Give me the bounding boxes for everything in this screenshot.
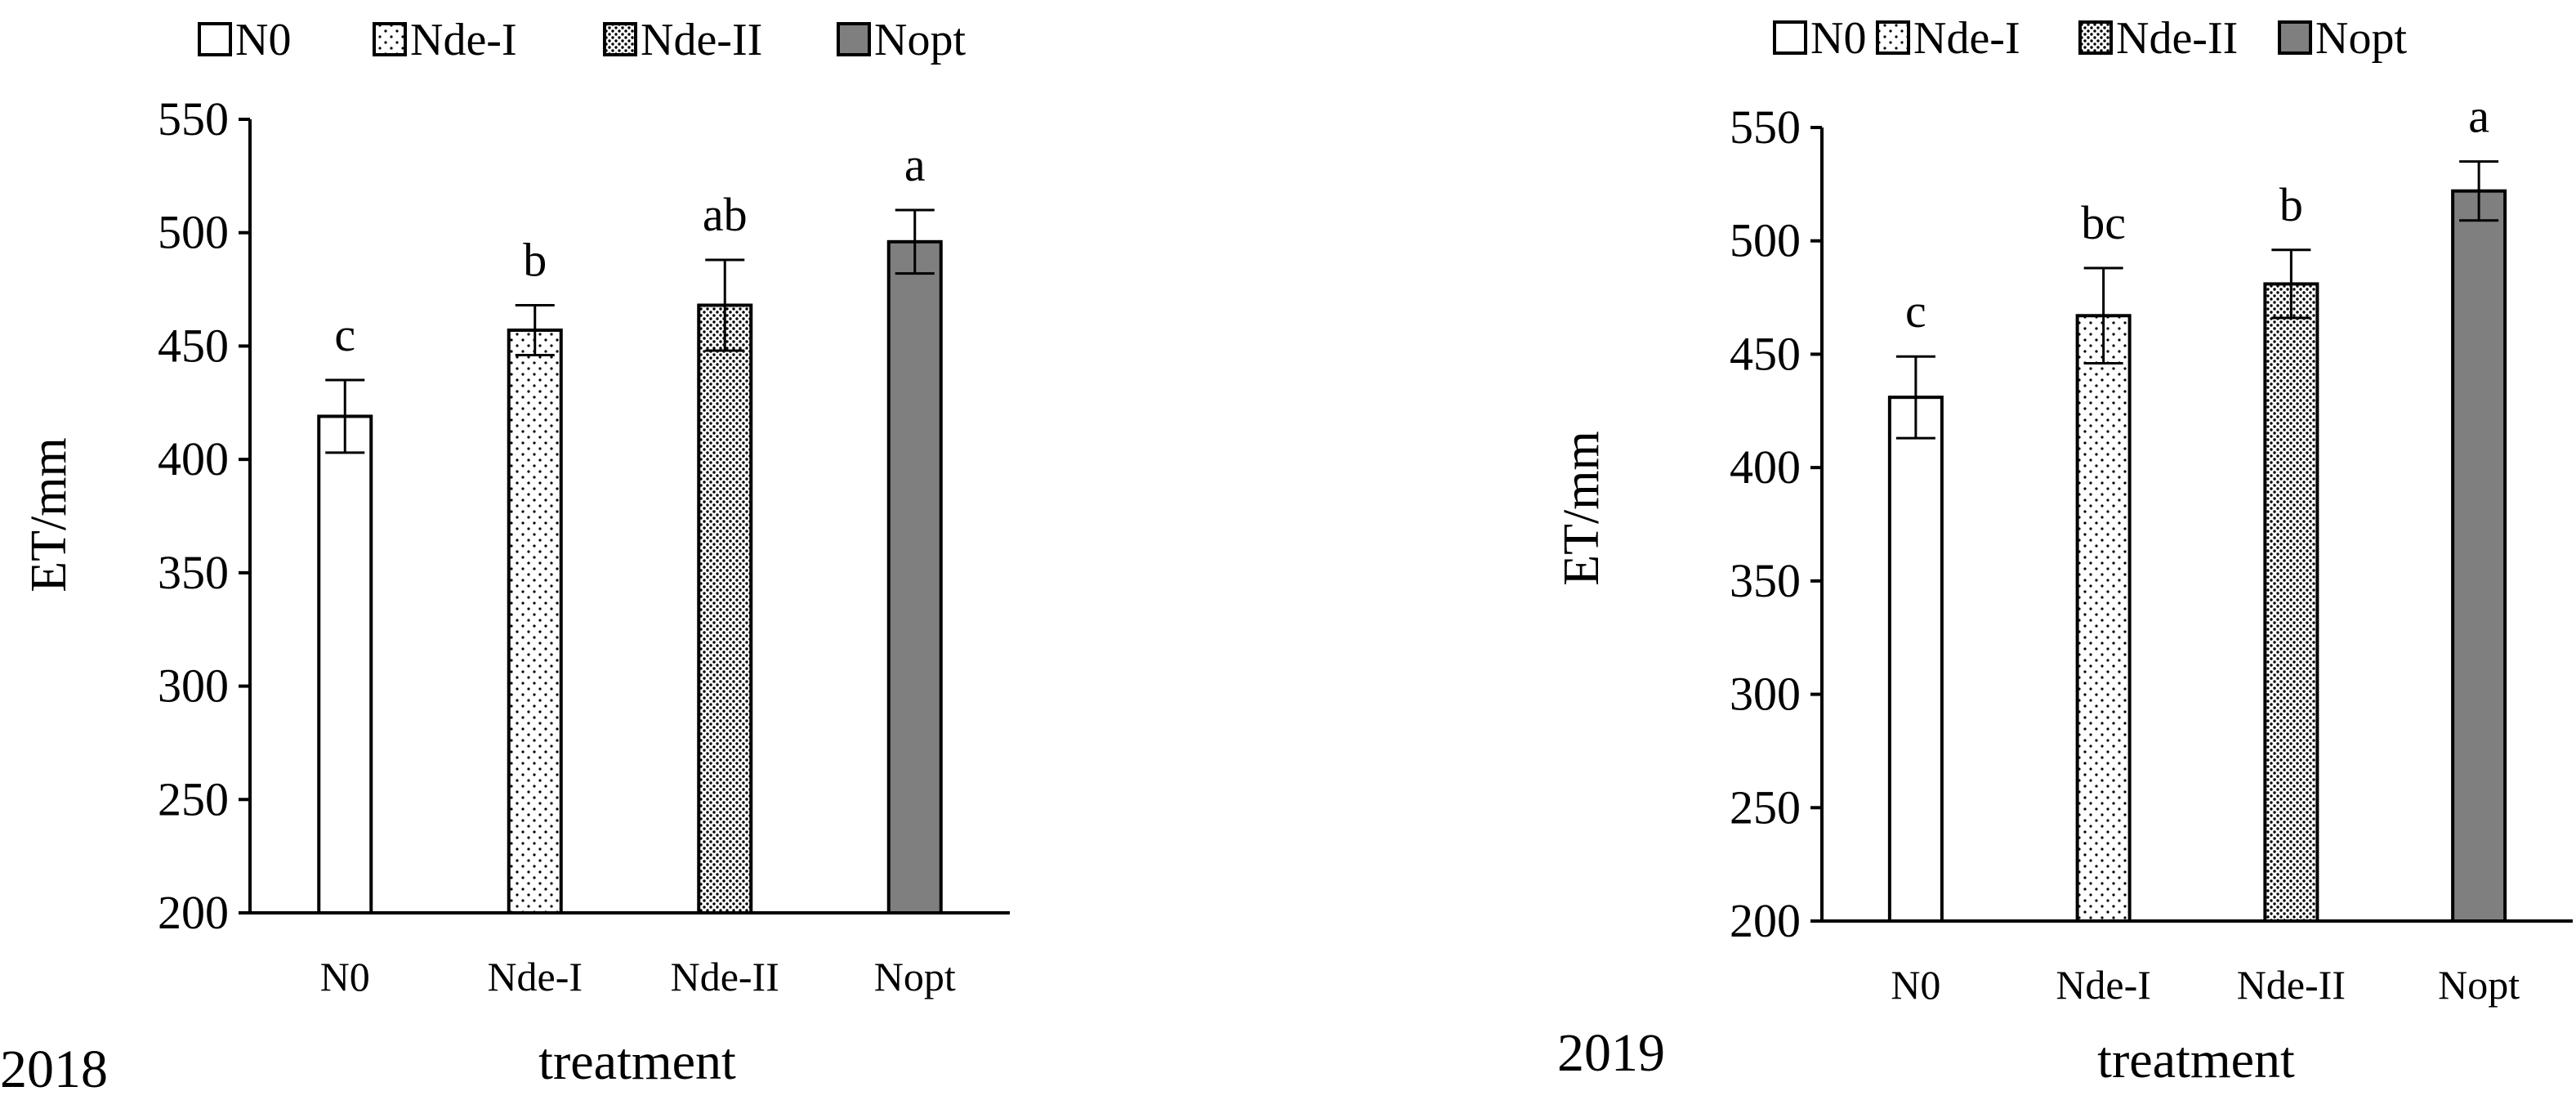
x-tick-label: Nde-I <box>2056 962 2151 1008</box>
significance-label: b <box>2279 178 2303 231</box>
panel-label: 2019 <box>1557 1023 1665 1083</box>
y-tick-label: 300 <box>1730 668 1801 721</box>
legend-swatch <box>837 22 871 56</box>
x-tick-label: Nde-I <box>487 954 583 999</box>
y-tick-label: 200 <box>158 886 229 939</box>
legend-swatch <box>603 22 637 56</box>
x-tick-label: N0 <box>320 954 370 999</box>
chart-2018: 200 250 300 350 400 450 500 550 c N0 b Nde-I ab Nde-I… <box>0 15 1010 1099</box>
y-tick-label: 350 <box>158 546 229 599</box>
y-tick-label: 400 <box>1730 440 1801 494</box>
y-tick-label: 550 <box>1730 101 1801 154</box>
x-axis-title: treatment <box>2097 1031 2295 1089</box>
bar <box>2451 189 2507 923</box>
x-axis-title: treatment <box>538 1032 736 1090</box>
y-tick-label: 300 <box>158 660 229 713</box>
chart-2019: 200 250 300 350 400 450 500 550 c N0 bc Nde-I b Nde-I… <box>1554 13 2573 1089</box>
y-tick-label: 200 <box>1730 894 1801 947</box>
bar <box>886 239 943 915</box>
y-tick-label: 400 <box>158 432 229 485</box>
bar <box>697 303 753 914</box>
legend-label: N0 <box>235 15 291 65</box>
y-tick-label: 500 <box>1730 214 1801 267</box>
bar <box>507 329 563 915</box>
y-tick-label: 350 <box>1730 554 1801 607</box>
y-tick-label: 450 <box>1730 327 1801 380</box>
y-tick-label: 500 <box>158 206 229 259</box>
bar <box>1887 396 1944 923</box>
legend-swatch <box>1773 20 1807 55</box>
legend-label: Nde-I <box>410 15 517 65</box>
y-axis-title: ET/mm <box>1554 431 1609 585</box>
x-tick-label: N0 <box>1891 962 1940 1008</box>
legend-label: Nopt <box>2315 13 2407 64</box>
bar <box>2075 314 2132 923</box>
legend-label: Nde-II <box>2116 13 2238 64</box>
x-tick-label: Nopt <box>874 954 956 999</box>
y-tick-label: 250 <box>158 772 229 825</box>
significance-label: bc <box>2081 196 2126 249</box>
chart-panel-2018: 200 250 300 350 400 450 500 550 c N0 b Nde-I ab Nde-I… <box>0 0 1013 1109</box>
significance-label: ab <box>703 188 748 241</box>
significance-label: a <box>904 138 926 191</box>
panel-label: 2018 <box>0 1040 108 1099</box>
x-tick-label: Nde-II <box>2237 962 2346 1008</box>
legend-label: Nde-II <box>641 15 762 65</box>
significance-label: a <box>2468 90 2489 143</box>
bar <box>2263 282 2319 923</box>
bar <box>317 414 373 914</box>
x-tick-label: Nde-II <box>671 954 779 999</box>
legend-swatch <box>373 22 407 56</box>
y-tick-label: 550 <box>158 92 229 145</box>
x-tick-label: Nopt <box>2438 962 2520 1008</box>
legend-label: Nopt <box>874 15 966 65</box>
significance-label: c <box>1905 284 1926 338</box>
significance-label: c <box>334 308 355 361</box>
legend-swatch <box>1876 20 1910 55</box>
chart-panel-2019: 200 250 300 350 400 450 500 550 c N0 bc Nde-I b Nde-I… <box>1528 0 2576 1109</box>
y-axis-title: ET/mm <box>21 437 77 592</box>
y-tick-label: 250 <box>1730 780 1801 834</box>
legend-label: Nde-I <box>1913 13 2020 64</box>
significance-label: b <box>523 233 547 286</box>
legend-swatch <box>2278 20 2312 55</box>
y-tick-label: 450 <box>158 319 229 372</box>
legend-label: N0 <box>1810 13 1866 64</box>
legend-swatch <box>2078 20 2113 55</box>
legend-swatch <box>198 22 232 56</box>
